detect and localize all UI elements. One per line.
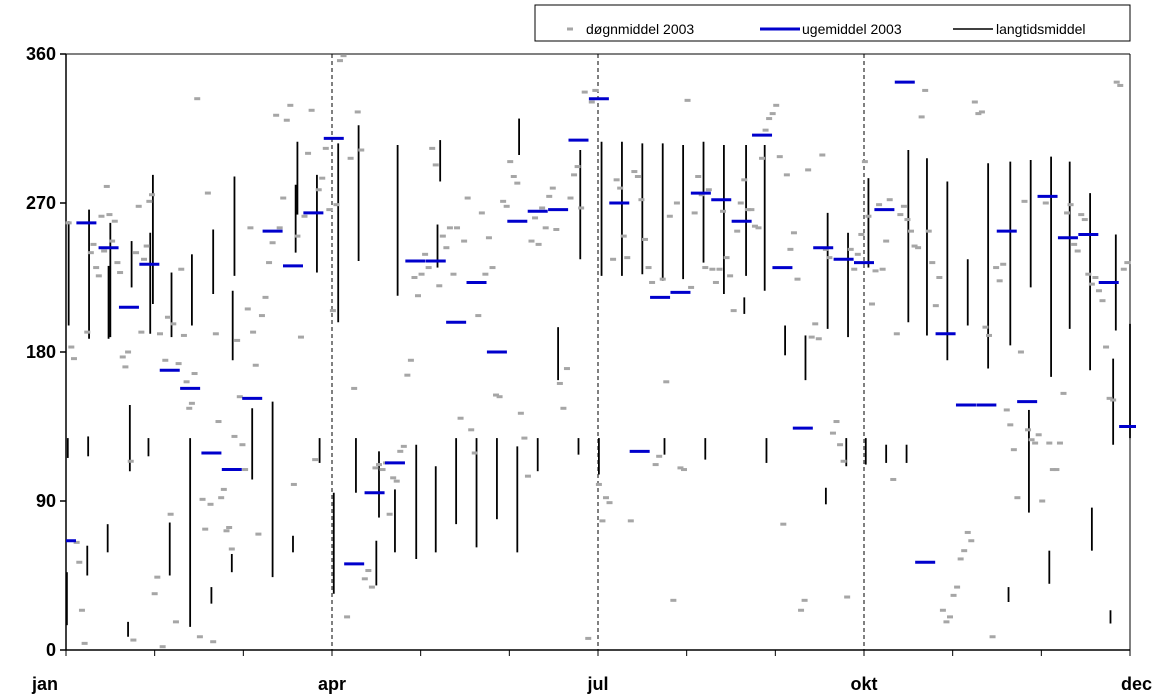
- ugemiddel-series: [66, 80, 1136, 566]
- axes: [60, 53, 1131, 656]
- y-tick-label-180: 180: [26, 342, 56, 362]
- legend-label-dognmiddel: døgnmiddel 2003: [586, 21, 694, 37]
- dognmiddel-series: [65, 54, 1131, 649]
- x-tick-label-dec: dec: [1121, 674, 1152, 694]
- vertical-gridlines: [331, 54, 1131, 650]
- y-tick-label-0: 0: [46, 640, 56, 660]
- legend: døgnmiddel 2003 ugemiddel 2003 langtidsm…: [534, 4, 1131, 42]
- x-tick-label-apr: apr: [318, 674, 346, 694]
- legend-label-langtidsmiddel: langtidsmiddel: [996, 21, 1086, 37]
- y-tick-label-270: 270: [26, 193, 56, 213]
- y-tick-label-360: 360: [26, 44, 56, 64]
- langtidsmiddel-series: [65, 118, 1131, 637]
- x-tick-label-okt: okt: [851, 674, 878, 694]
- x-tick-label-jul: jul: [587, 674, 609, 694]
- y-tick-label-90: 90: [36, 491, 56, 511]
- tick-labels: 0 90 180 270 360 jan apr jul okt dec: [26, 44, 1152, 694]
- legend-label-ugemiddel: ugemiddel 2003: [802, 21, 902, 37]
- x-tick-label-jan: jan: [31, 674, 58, 694]
- legend-box: [534, 4, 1131, 42]
